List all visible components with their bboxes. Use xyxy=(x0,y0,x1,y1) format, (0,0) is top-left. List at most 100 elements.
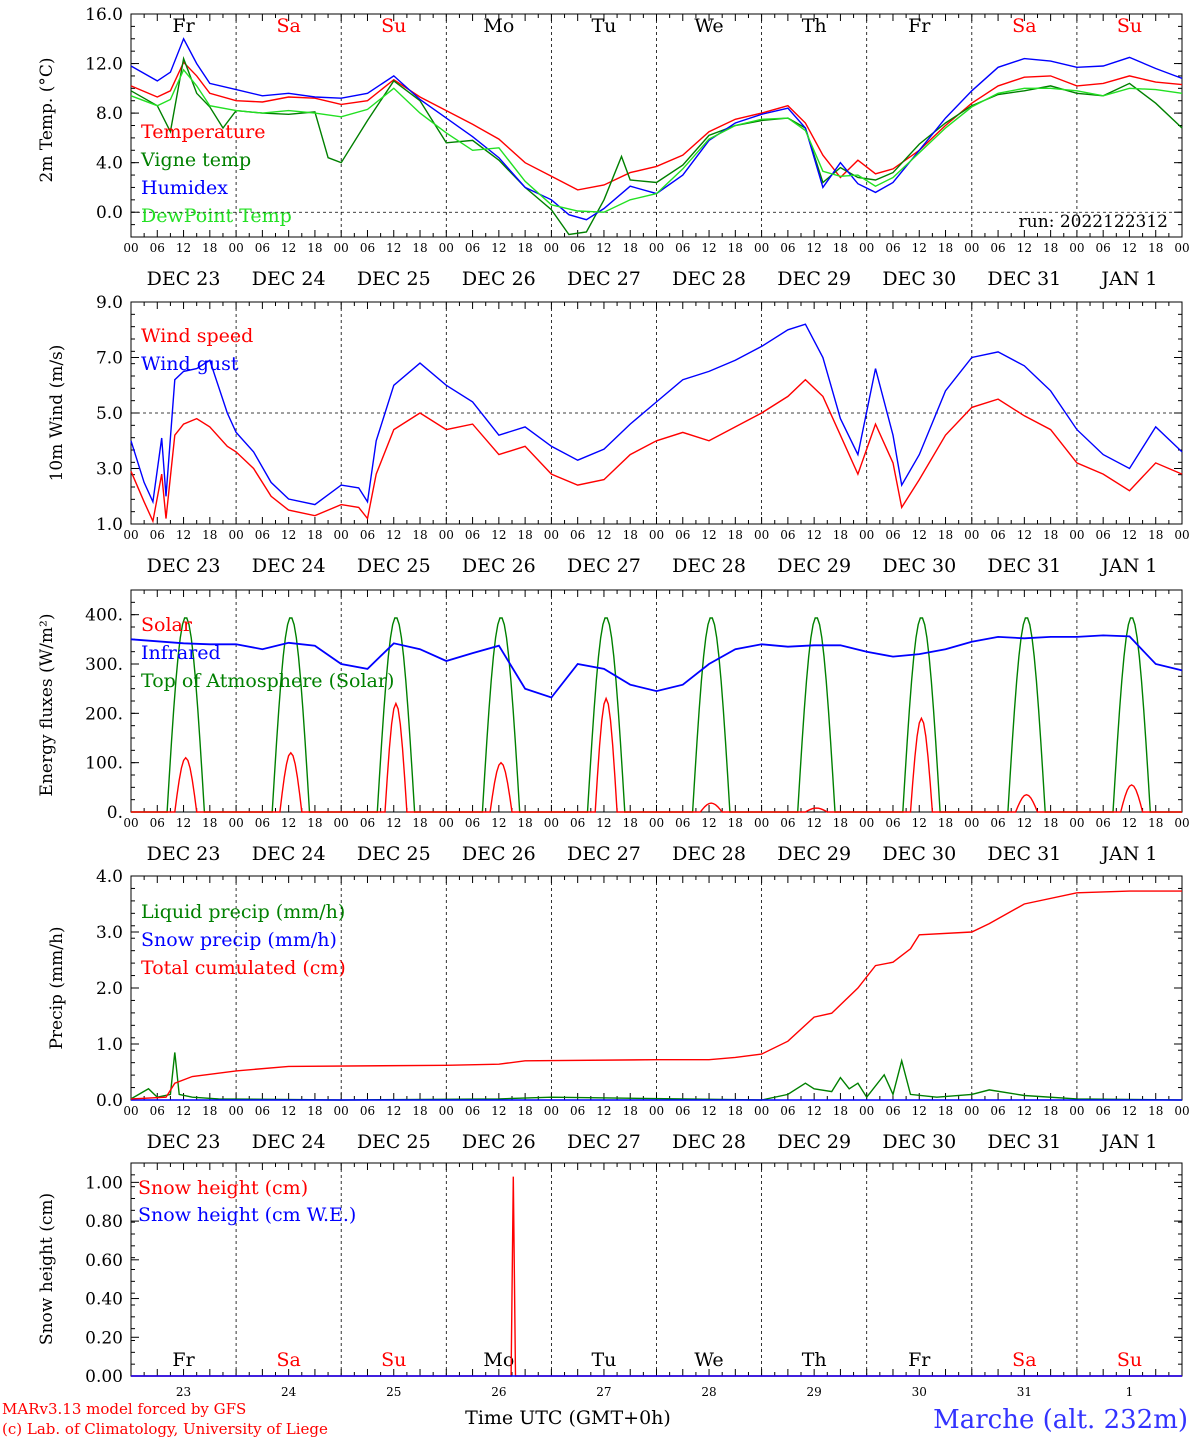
x-date-label: DEC 24 xyxy=(252,843,326,865)
y-tick-label: 0.60 xyxy=(85,1251,123,1271)
x-date-number: 30 xyxy=(912,1385,927,1399)
x-hour-label: 18 xyxy=(833,816,848,830)
x-hour-label: 12 xyxy=(807,1104,822,1118)
y-tick-label: 0.0 xyxy=(96,203,123,223)
x-date-number: 28 xyxy=(701,1385,716,1399)
x-date-label: DEC 28 xyxy=(672,843,746,865)
x-hour-label: 06 xyxy=(360,1104,375,1118)
x-date-label: DEC 24 xyxy=(252,555,326,577)
x-hour-label: 06 xyxy=(990,816,1005,830)
x-hour-label: 12 xyxy=(491,528,506,542)
x-hour-label: 18 xyxy=(1148,816,1163,830)
y-tick-label: 0. xyxy=(107,803,123,823)
x-date-label: DEC 23 xyxy=(147,555,221,577)
x-hour-label: 18 xyxy=(517,1104,532,1118)
x-hour-label: 06 xyxy=(885,241,900,255)
x-hour-label: 18 xyxy=(1043,528,1058,542)
y-tick-label: 3.0 xyxy=(96,460,123,480)
x-hour-label: 18 xyxy=(517,528,532,542)
x-hour-label: 06 xyxy=(1096,241,1111,255)
x-hour-label: 18 xyxy=(202,528,217,542)
x-date-label: DEC 30 xyxy=(882,555,956,577)
liquid-precip-mm-h-line xyxy=(130,1052,1183,1101)
x-hour-label: 12 xyxy=(1122,528,1137,542)
x-hour-label: 06 xyxy=(150,241,165,255)
x-hour-label: 00 xyxy=(439,528,454,542)
x-date-label: DEC 25 xyxy=(357,555,431,577)
x-hour-label: 00 xyxy=(544,528,559,542)
legend-entry: Snow height (cm) xyxy=(138,1177,308,1199)
x-date-label: JAN 1 xyxy=(1099,1131,1157,1153)
legend-entry: Infrared xyxy=(141,642,221,664)
humidex-line xyxy=(130,37,1183,221)
x-hour-label: 18 xyxy=(517,816,532,830)
x-hour-label: 12 xyxy=(596,241,611,255)
x-hour-label: 00 xyxy=(228,1104,243,1118)
weekday-label: Tu xyxy=(591,15,616,37)
x-hour-label: 06 xyxy=(360,528,375,542)
x-hour-label: 18 xyxy=(412,241,427,255)
temperature-plot: 0.0 4.0 8.0 12.0 16.0 00 06 12 18 00 06 12 18 00 06 12 1… xyxy=(85,5,1190,290)
x-date-label: DEC 29 xyxy=(777,1131,851,1153)
x-date-number: 23 xyxy=(176,1385,191,1399)
x-hour-label: 00 xyxy=(649,816,664,830)
x-hour-label: 18 xyxy=(1043,241,1058,255)
weekday-label: Th xyxy=(802,1349,827,1371)
x-hour-label: 12 xyxy=(701,1104,716,1118)
x-date-label: DEC 30 xyxy=(882,843,956,865)
x-date-label: DEC 31 xyxy=(987,555,1061,577)
y-tick-label: 3.0 xyxy=(96,923,123,943)
x-hour-label: 18 xyxy=(1043,1104,1058,1118)
x-hour-label: 06 xyxy=(255,816,270,830)
x-date-label: JAN 1 xyxy=(1099,843,1157,865)
x-hour-label: 06 xyxy=(255,1104,270,1118)
x-date-label: DEC 28 xyxy=(672,555,746,577)
x-date-label: DEC 27 xyxy=(567,555,641,577)
x-hour-label: 06 xyxy=(465,816,480,830)
run-label: run: 2022122312 xyxy=(1019,212,1168,232)
wind-speed-line xyxy=(130,378,1183,524)
x-hour-label: 12 xyxy=(701,528,716,542)
x-hour-label: 06 xyxy=(1096,528,1111,542)
wind-plot: 1.0 3.0 5.0 7.0 9.0 00 06 12 18 00 06 12 18 00 06 12 18 0… xyxy=(96,293,1190,577)
y-tick-label: 1.0 xyxy=(96,515,123,535)
y-tick-label: 2.0 xyxy=(96,979,123,999)
x-hour-label: 06 xyxy=(1096,1104,1111,1118)
x-hour-label: 00 xyxy=(754,816,769,830)
x-hour-label: 06 xyxy=(990,1104,1005,1118)
x-date-label: DEC 29 xyxy=(777,843,851,865)
x-hour-label: 18 xyxy=(938,528,953,542)
x-hour-label: 18 xyxy=(1043,816,1058,830)
x-hour-label: 18 xyxy=(1148,1104,1163,1118)
x-date-number: 1 xyxy=(1126,1385,1134,1399)
weekday-label: Sa xyxy=(276,1349,300,1371)
x-hour-label: 00 xyxy=(1069,241,1084,255)
x-date-label: DEC 26 xyxy=(462,555,536,577)
x-hour-label: 12 xyxy=(1122,816,1137,830)
weekday-label: Mo xyxy=(483,15,514,37)
legend-entry: Vigne temp xyxy=(140,149,251,171)
x-hour-label: 00 xyxy=(123,816,138,830)
y-tick-label: 0.20 xyxy=(85,1328,123,1348)
x-hour-label: 06 xyxy=(570,1104,585,1118)
y-tick-label: 9.0 xyxy=(96,293,123,313)
legend-entry: DewPoint Temp xyxy=(141,205,292,227)
x-hour-label: 06 xyxy=(780,528,795,542)
snow-plot: 0.00 0.20 0.40 0.60 0.80 1.00 23 24 25 26 27 28 29 30… xyxy=(85,1162,1183,1399)
x-hour-label: 18 xyxy=(938,1104,953,1118)
x-hour-label: 12 xyxy=(1017,1104,1032,1118)
dewpoint-temp-line xyxy=(130,68,1183,213)
x-hour-label: 00 xyxy=(1174,1104,1189,1118)
x-date-label: DEC 31 xyxy=(987,1131,1061,1153)
x-hour-label: 00 xyxy=(439,1104,454,1118)
x-hour-label: 18 xyxy=(833,528,848,542)
weekday-label: Th xyxy=(802,15,827,37)
x-hour-label: 12 xyxy=(807,528,822,542)
y-tick-label: 400. xyxy=(85,606,123,626)
x-hour-label: 12 xyxy=(596,816,611,830)
x-date-number: 31 xyxy=(1017,1385,1032,1399)
x-date-label: DEC 25 xyxy=(357,268,431,290)
weekday-label: Sa xyxy=(1012,1349,1036,1371)
x-date-label: DEC 26 xyxy=(462,843,536,865)
legend-entry: Snow precip (mm/h) xyxy=(141,929,337,951)
